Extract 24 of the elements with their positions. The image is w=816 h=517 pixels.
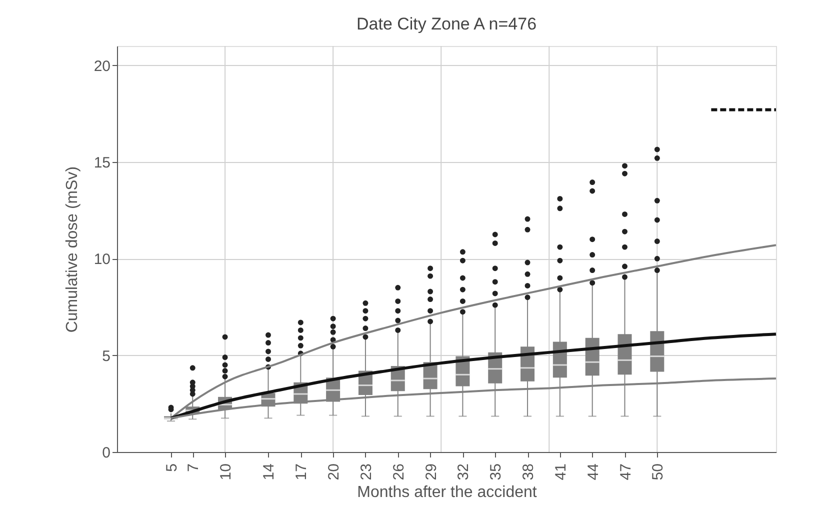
x-tick-label: 32 — [455, 464, 472, 480]
y-tick-label: 20 — [94, 58, 110, 75]
x-tick-label: 26 — [390, 464, 408, 480]
x-tick-label: 10 — [218, 464, 235, 480]
y-tick-label: 5 — [102, 348, 110, 365]
chart-title: Date City Zone A n=476 — [356, 14, 537, 34]
y-tick-label: 15 — [94, 154, 110, 172]
x-tick-label: 5 — [164, 464, 181, 472]
y-axis-title: Cumulative dose (mSv) — [64, 166, 81, 333]
x-tick-label: 20 — [326, 464, 343, 480]
x-tick-label: 38 — [520, 464, 538, 480]
x-tick-label: 7 — [185, 464, 202, 472]
x-tick-label: 35 — [488, 464, 505, 480]
y-tick-label: 0 — [102, 444, 110, 462]
x-tick-label: 50 — [650, 464, 667, 480]
x-tick-label: 14 — [260, 464, 278, 480]
y-tick-label: 10 — [94, 251, 110, 268]
x-tick-label: 17 — [293, 464, 310, 480]
x-tick-label: 29 — [422, 464, 440, 480]
x-tick-label: 41 — [552, 464, 570, 480]
x-axis-title: Months after the accident — [357, 484, 538, 502]
x-tick-label: 44 — [584, 464, 602, 480]
x-tick-label: 23 — [358, 464, 375, 480]
x-tick-label: 47 — [617, 464, 634, 480]
